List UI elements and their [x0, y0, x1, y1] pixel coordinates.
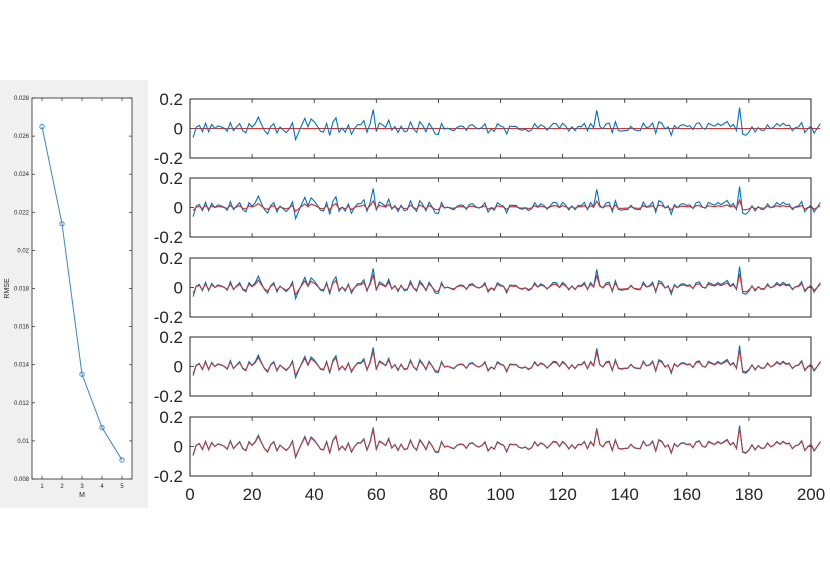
panel-y-tick-label: 0.2 — [159, 408, 183, 427]
x-tick-label: 140 — [611, 485, 639, 504]
x-tick-label: 80 — [429, 485, 448, 504]
rmse-y-tick-label: 0.024 — [14, 172, 30, 178]
rmse-point — [39, 123, 45, 130]
rmse-x-tick-label: 3 — [80, 484, 84, 490]
x-tick-label: 160 — [673, 485, 701, 504]
rmse-y-tick-label: 0.028 — [14, 96, 30, 102]
rmse-line — [41, 126, 123, 461]
rmse-axes-box — [31, 97, 133, 480]
x-tick-label: 200 — [797, 485, 825, 504]
panel-2-actual-line — [192, 186, 821, 221]
panel-4-actual-line — [192, 345, 821, 380]
panel-2-fitted-overlay — [192, 198, 821, 213]
rmse-x-tick-label: 1 — [40, 484, 44, 490]
x-tick-label: 40 — [305, 485, 324, 504]
stacked-residual-panels: -0.200.2-0.200.2-0.200.2-0.200.2-0.200.2… — [154, 90, 825, 504]
panel-5-axes-box — [189, 416, 812, 477]
panel-y-tick-label: 0.2 — [159, 328, 183, 347]
panel-4-axes-box — [189, 336, 812, 397]
panel-y-tick-label: -0.2 — [154, 228, 183, 247]
rmse-y-tick-label: 0.026 — [14, 134, 30, 140]
panel-y-tick-label: 0 — [174, 120, 183, 139]
rmse-vs-m-chart: 0.008 0.01 0.012 0.014 0.016 0.018 0.02 0.022 0.… — [4, 96, 133, 499]
panel-1-actual-line — [192, 107, 821, 142]
rmse-y-tick-label: 0.018 — [14, 287, 30, 293]
x-tick-label: 100 — [486, 485, 514, 504]
rmse-point — [119, 457, 125, 463]
panel-y-tick-label: 0 — [174, 358, 183, 377]
rmse-y-tick-label: 0.01 — [17, 439, 29, 445]
rmse-y-tick-label: 0.008 — [14, 477, 30, 483]
rmse-point — [79, 371, 85, 377]
rmse-y-tick-label: 0.012 — [14, 401, 30, 407]
panel-y-tick-label: -0.2 — [154, 308, 183, 327]
panel-y-tick-label: -0.2 — [154, 387, 183, 406]
panel-y-tick-label: -0.2 — [154, 149, 183, 168]
panel-y-tick-label: -0.2 — [154, 467, 183, 486]
rmse-y-tick-label: 0.02 — [17, 248, 29, 254]
rmse-y-tick-label: 0.014 — [14, 363, 30, 369]
x-tick-label: 0 — [185, 485, 194, 504]
panel-y-tick-label: 0.2 — [159, 90, 183, 109]
rmse-x-tick-label: 4 — [100, 484, 104, 490]
rmse-point — [99, 424, 105, 431]
rmse-y-tick-label: 0.016 — [14, 325, 30, 331]
x-tick-label: 180 — [735, 485, 763, 504]
panel-4-fitted-overlay — [192, 349, 821, 377]
x-tick-label: 60 — [367, 485, 386, 504]
panel-5-fitted-overlay — [192, 427, 821, 458]
panel-y-tick-label: 0.2 — [159, 169, 183, 188]
x-tick-label: 20 — [243, 485, 262, 504]
panel-3-axes-box — [189, 257, 812, 318]
panel-3-actual-line — [192, 266, 821, 301]
panel-y-tick-label: 0 — [174, 438, 183, 457]
x-tick-label: 120 — [548, 485, 576, 504]
rmse-point — [59, 221, 65, 227]
rmse-x-tick-label: 2 — [60, 484, 64, 490]
rmse-x-axis-label: M — [79, 492, 85, 499]
rmse-x-tick-label: 5 — [120, 484, 124, 490]
panel-3-fitted-overlay — [192, 273, 821, 296]
panel-y-tick-label: 0.2 — [159, 249, 183, 268]
panel-y-tick-label: 0 — [174, 279, 183, 298]
rmse-y-axis-label: RMSE — [4, 278, 11, 299]
rmse-y-tick-label: 0.022 — [14, 210, 30, 216]
panel-y-tick-label: 0 — [174, 199, 183, 218]
